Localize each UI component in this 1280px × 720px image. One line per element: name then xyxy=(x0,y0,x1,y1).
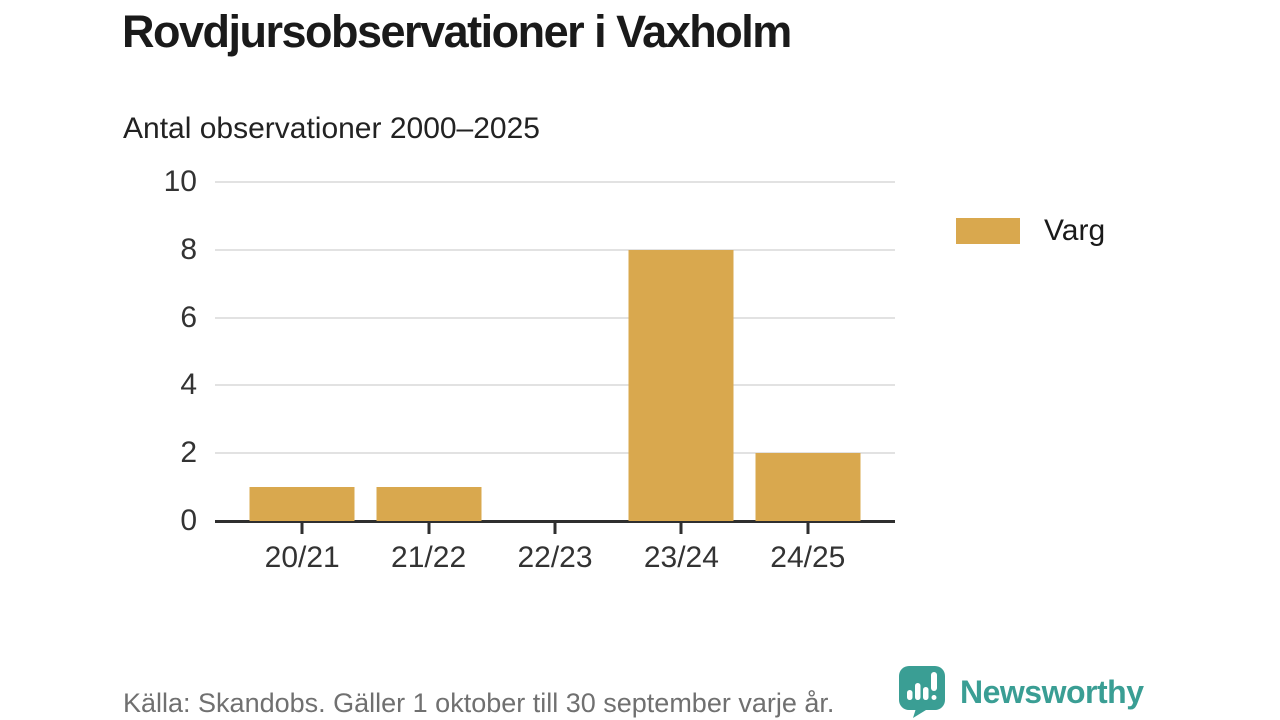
chart-subtitle: Antal observationer 2000–2025 xyxy=(123,112,540,145)
x-axis-tick-mark xyxy=(679,523,683,534)
x-axis-tick-mark xyxy=(300,523,304,534)
x-axis-tick-label-21-22: 21/22 xyxy=(391,541,467,574)
gridline-4 xyxy=(215,384,895,387)
y-axis-tick-label-4: 4 xyxy=(180,368,197,402)
x-axis-tick-label-23-24: 23/24 xyxy=(643,541,719,574)
gridline-6 xyxy=(215,316,895,319)
plot-area xyxy=(215,181,895,534)
legend-swatch-varg xyxy=(956,218,1020,244)
gridline-10 xyxy=(215,181,895,183)
newsworthy-logo: Newsworthy xyxy=(898,666,1144,718)
x-axis-labels: 20/21 21/22 22/23 23/24 24/25 xyxy=(215,541,895,581)
bar-24-25 xyxy=(755,453,861,521)
y-axis-tick-label-8: 8 xyxy=(180,232,197,266)
newsworthy-bubble-chart-icon xyxy=(899,666,945,718)
x-axis-tick-label-24-25: 24/25 xyxy=(770,541,846,574)
x-axis-tick-label-20-21: 20/21 xyxy=(264,541,340,574)
x-axis-tick-mark xyxy=(553,523,557,534)
bar-23-24 xyxy=(628,249,734,521)
y-axis-tick-label-0: 0 xyxy=(180,504,197,537)
x-axis-line xyxy=(215,520,895,523)
x-axis-tick-label-22-23: 22/23 xyxy=(517,541,593,574)
source-note: Källa: Skandobs. Gäller 1 oktober till 3… xyxy=(123,688,835,718)
y-axis: 0 2 4 6 8 10 xyxy=(97,167,197,536)
y-axis-tick-label-6: 6 xyxy=(180,300,197,334)
bar-21-22 xyxy=(376,487,482,521)
y-axis-tick-label-2: 2 xyxy=(180,436,197,470)
x-axis-tick-mark xyxy=(806,523,810,534)
x-axis-tick-mark xyxy=(427,523,431,534)
gridline-8 xyxy=(215,248,895,251)
brand-name: Newsworthy xyxy=(960,673,1144,710)
bar-20-21 xyxy=(249,487,355,521)
y-axis-tick-label-10: 10 xyxy=(163,165,197,198)
gridline-2 xyxy=(215,452,895,455)
chart-title: Rovdjursobservationer i Vaxholm xyxy=(122,6,792,57)
legend: Varg xyxy=(956,214,1105,248)
legend-label-varg: Varg xyxy=(1044,214,1106,247)
